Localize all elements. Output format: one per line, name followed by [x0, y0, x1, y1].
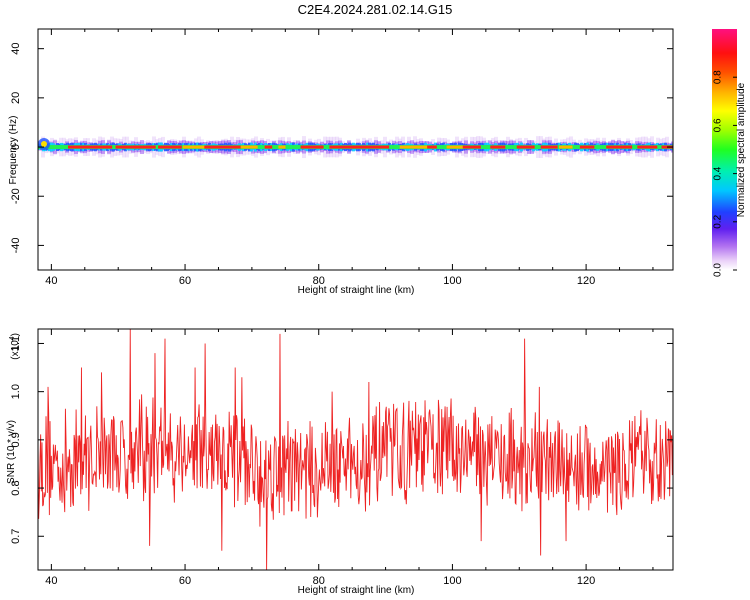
colorbar-tick-label: 0.4	[713, 166, 724, 180]
heatmap-peak	[516, 145, 535, 149]
heatmap-peak	[427, 145, 437, 149]
heatmap-peak	[115, 145, 138, 149]
spectrogram-xlabel: Height of straight line (km)	[298, 285, 415, 296]
y-tick-label: 0.8	[10, 480, 22, 495]
figure-title: C2E4.2024.281.02.14.G15	[297, 2, 453, 17]
colorbar: 0.0 0.2 0.4 0.6 0.8 Normalized spectral ampl…	[712, 29, 747, 277]
colorbar-tick-label: 0.2	[713, 214, 724, 228]
spectrogram-panel: 40 60 80 100 120 -40 -20 0 20 40 Height of straig…	[8, 28, 674, 296]
heatmap-peak	[620, 145, 633, 149]
y-tick-label: 40	[10, 43, 22, 55]
x-tick-label: 40	[45, 275, 57, 287]
x-tick-label: 80	[313, 575, 325, 587]
heatmap-peak	[264, 145, 273, 149]
heatmap-peak	[490, 145, 506, 149]
x-tick-label: 60	[179, 575, 191, 587]
x-tick-label: 80	[313, 275, 325, 287]
heatmap-peak	[300, 145, 324, 149]
svg-text:(x104): (x104)	[9, 333, 21, 360]
heatmap-peak	[579, 145, 595, 149]
heatmap-peak	[316, 145, 324, 149]
spectrogram-frame	[37, 28, 674, 271]
heatmap-peak	[219, 145, 243, 149]
x-tick-label: 60	[179, 275, 191, 287]
colorbar-tick-label: 0.8	[713, 70, 724, 84]
heatmap-peak	[462, 145, 481, 149]
heatmap-peak	[93, 145, 113, 149]
snr-multiplier: (x104)	[9, 333, 21, 360]
y-tick-label: 20	[10, 92, 22, 104]
snr-panel: 40 60 80 100 120 0.7 0.8 0.9 1.0 1.1 Height of st…	[6, 328, 674, 596]
heatmap-peak	[399, 145, 430, 149]
colorbar-gradient	[712, 29, 737, 270]
colorbar-tick-label: 0.0	[713, 263, 724, 277]
x-tick-label: 40	[45, 575, 57, 587]
colorbar-tick-label: 0.6	[713, 118, 724, 132]
x-tick-label: 120	[577, 575, 595, 587]
heatmap-peak	[158, 145, 182, 149]
heatmap-peak	[182, 145, 210, 149]
x-tick-label: 120	[577, 275, 595, 287]
x-tick-label: 100	[443, 275, 461, 287]
y-tick-label: 0	[10, 144, 22, 150]
heatmap-peak	[68, 145, 98, 149]
heatmap-peak	[278, 145, 286, 149]
y-tick-label: -40	[10, 237, 22, 253]
heatmap-start-blob-core	[41, 141, 47, 148]
snr-multiplier-base: (x10	[10, 340, 21, 360]
y-tick-label: 0.9	[10, 432, 22, 447]
snr-multiplier-exp: 4	[9, 336, 16, 340]
y-tick-label: 1.0	[10, 384, 22, 399]
heatmap-peak	[446, 145, 465, 149]
heatmap-peak	[351, 145, 380, 149]
heatmap-peak	[637, 145, 658, 149]
snr-series-line	[38, 329, 673, 570]
heatmap-peak	[606, 145, 626, 149]
x-tick-label: 100	[443, 575, 461, 587]
heatmap-peak	[540, 145, 558, 149]
spectrogram-ylabel: Frequency (Hz)	[8, 116, 19, 185]
colorbar-label: Normalized spectral amplitude	[736, 82, 747, 217]
heatmap-peak	[204, 145, 221, 149]
y-tick-label: -20	[10, 188, 22, 204]
heatmap-peak	[558, 145, 573, 149]
snr-xlabel: Height of straight line (km)	[298, 585, 415, 596]
heatmap-peak	[329, 145, 357, 149]
y-tick-label: 0.7	[10, 529, 22, 544]
y-tick-label: 1.1	[10, 336, 22, 351]
heatmap-peak	[240, 145, 258, 149]
snr-ylabel: SNR (10 * v/v)	[6, 420, 17, 484]
heatmap-peak	[133, 145, 156, 149]
snr-frame	[37, 328, 674, 571]
heatmap-peak	[378, 145, 390, 149]
